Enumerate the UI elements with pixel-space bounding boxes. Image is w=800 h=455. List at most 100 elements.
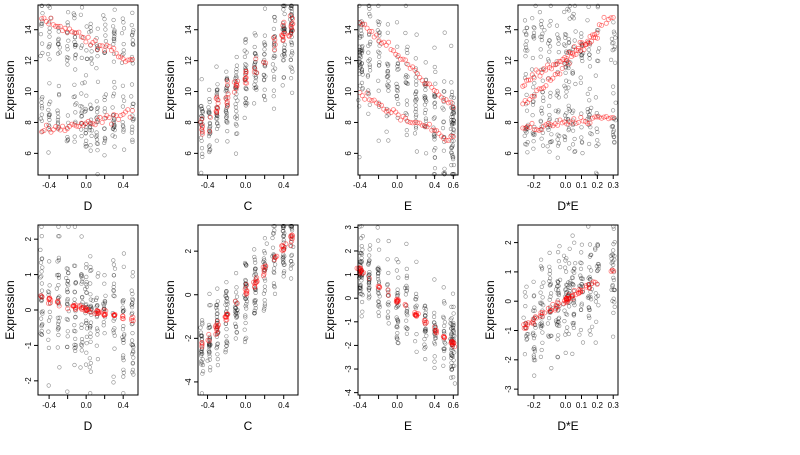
observed-point (432, 94, 437, 99)
observed-point (524, 32, 529, 38)
observed-point (611, 226, 616, 231)
observed-point (367, 282, 372, 287)
observed-point (270, 245, 276, 250)
fitted-point (589, 38, 595, 44)
observed-point (571, 311, 577, 317)
fitted-point (369, 28, 375, 34)
observed-point (72, 263, 78, 268)
fitted-point (570, 292, 576, 298)
y-tick-label: 10 (504, 87, 513, 96)
observed-point (451, 323, 456, 328)
fitted-point (366, 28, 372, 34)
observed-point (271, 88, 277, 93)
observed-point (359, 80, 365, 85)
observed-point (111, 258, 116, 263)
y-tick-label: 8 (504, 120, 513, 125)
observed-point (449, 304, 454, 310)
fitted-point (48, 15, 54, 21)
fitted-point (289, 238, 295, 244)
observed-point (101, 323, 106, 328)
y-tick-label: 0 (504, 298, 513, 303)
observed-point (596, 264, 602, 269)
observed-point (611, 134, 617, 139)
observed-point (224, 343, 229, 348)
observed-point (252, 268, 258, 273)
observed-point (47, 117, 52, 122)
observed-point (579, 250, 584, 255)
observed-point (243, 320, 248, 326)
observed-point (532, 358, 538, 363)
observed-point (449, 95, 454, 100)
observed-point (235, 311, 240, 316)
fitted-point (586, 284, 592, 290)
observed-point (39, 281, 45, 286)
observed-point (55, 120, 61, 125)
observed-point (233, 306, 238, 311)
observed-point (564, 256, 569, 261)
observed-point (404, 81, 410, 86)
fitted-point (78, 305, 84, 311)
observed-point (281, 233, 286, 238)
observed-point (359, 67, 365, 72)
fitted-point (576, 287, 582, 293)
observed-point (281, 255, 286, 260)
observed-point (532, 308, 537, 313)
observed-point (422, 305, 427, 311)
observed-point (120, 305, 125, 310)
observed-point (405, 326, 410, 332)
x-tick-label: -0.4 (353, 181, 367, 190)
observed-point (72, 44, 78, 49)
observed-point (243, 103, 248, 108)
observed-point (244, 63, 249, 68)
observed-point (566, 128, 571, 133)
observed-point (451, 333, 456, 338)
observed-point (289, 253, 294, 258)
observed-point (65, 266, 70, 271)
observed-point (233, 321, 238, 326)
observed-point (414, 332, 419, 337)
observed-point (288, 266, 293, 271)
observed-point (367, 258, 372, 263)
observed-point (414, 96, 419, 102)
fitted-point (272, 37, 278, 43)
observed-point (395, 115, 400, 120)
observed-point (79, 343, 84, 348)
observed-point (433, 146, 438, 151)
fitted-point (529, 94, 535, 100)
observed-point (289, 9, 295, 14)
observed-point (253, 66, 258, 71)
observed-point (79, 114, 84, 119)
observed-point (449, 331, 454, 336)
observed-point (358, 28, 364, 33)
observed-point (367, 6, 372, 11)
observed-point (422, 313, 428, 318)
fitted-point (424, 81, 430, 87)
observed-point (253, 33, 258, 38)
observed-point (38, 260, 44, 265)
observed-point (225, 341, 230, 346)
observed-point (103, 38, 108, 44)
fitted-point (101, 312, 107, 318)
fitted-point (431, 87, 437, 93)
observed-point (130, 305, 135, 310)
fitted-point (272, 255, 278, 261)
observed-point (130, 41, 135, 46)
observed-point (243, 337, 248, 342)
observed-point (573, 261, 578, 266)
fitted-point (290, 16, 296, 22)
observed-point (88, 21, 93, 27)
observed-point (72, 13, 77, 18)
observed-point (273, 66, 278, 71)
observed-point (121, 48, 126, 53)
observed-point (367, 247, 372, 252)
observed-point (396, 101, 401, 107)
fitted-point (199, 344, 205, 350)
y-tick-label: 12 (344, 56, 353, 65)
observed-point (538, 119, 544, 124)
x-axis-title: C (244, 199, 253, 213)
observed-point (243, 96, 248, 101)
observed-point (612, 47, 617, 52)
observed-point (121, 94, 126, 99)
observed-point (533, 3, 538, 8)
observed-point (215, 307, 220, 313)
